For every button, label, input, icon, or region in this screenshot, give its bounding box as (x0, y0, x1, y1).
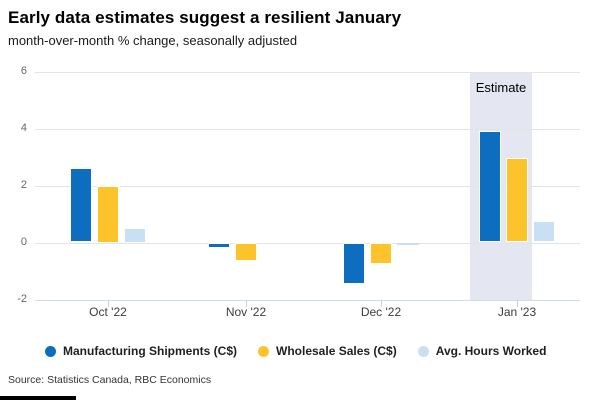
legend-item-avg-hours-worked[interactable]: Avg. Hours Worked (417, 344, 547, 358)
y-axis-tick-label: 6 (20, 65, 27, 77)
x-axis-tick (108, 299, 109, 307)
legend-label: Manufacturing Shipments (C$) (63, 344, 238, 358)
legend-swatch-icon (417, 345, 429, 357)
y-axis-tick-label: -2 (17, 293, 27, 305)
source-note: Source: Statistics Canada, RBC Economics (8, 374, 212, 386)
x-axis-category-label: Jan '23 (497, 305, 537, 319)
bar-manufacturing-shipments-c-4[interactable] (479, 131, 501, 243)
legend-swatch-icon (258, 345, 270, 357)
x-axis-category-label: Nov '22 (225, 305, 267, 319)
chart-legend: Manufacturing Shipments (C$) Wholesale Sa… (45, 340, 546, 362)
y-axis-tick-label: 4 (20, 122, 27, 134)
legend-swatch-icon (45, 345, 56, 357)
x-axis-category-label: Dec '22 (360, 305, 402, 319)
gridline (35, 242, 580, 244)
y-axis-tick-label: 0 (20, 236, 27, 248)
legend-label: Wholesale Sales (C$) (276, 344, 397, 358)
bar-manufacturing-shipments-c-2[interactable] (208, 242, 230, 249)
x-axis-tick (517, 299, 518, 307)
bar-manufacturing-shipments-c-1[interactable] (70, 168, 92, 243)
bar-wholesale-sales-c-4[interactable] (506, 158, 528, 243)
bar-avg-hours-worked-4[interactable] (533, 221, 555, 243)
brand-bar (0, 396, 76, 400)
x-axis-category-label: Oct '22 (89, 305, 127, 319)
estimate-annotation-label: Estimate (475, 80, 527, 95)
gridline (35, 128, 580, 130)
bar-avg-hours-worked-3[interactable] (397, 242, 419, 246)
legend-item-manufacturing-shipments-c[interactable]: Manufacturing Shipments (C$) (45, 344, 237, 358)
page-title: Early data estimates suggest a resilient… (8, 8, 402, 27)
x-axis-line (35, 299, 580, 301)
bar-manufacturing-shipments-c-3[interactable] (343, 242, 365, 284)
legend-item-wholesale-sales-c[interactable]: Wholesale Sales (C$) (258, 344, 397, 358)
bar-avg-hours-worked-1[interactable] (124, 228, 146, 243)
bar-wholesale-sales-c-3[interactable] (370, 242, 392, 264)
y-axis-tick-label: 2 (20, 179, 27, 191)
legend-label: Avg. Hours Worked (435, 344, 547, 358)
bar-wholesale-sales-c-2[interactable] (235, 242, 257, 261)
gridline (35, 71, 580, 73)
bar-wholesale-sales-c-1[interactable] (97, 185, 119, 243)
x-axis-tick (381, 299, 382, 307)
x-axis-tick (246, 299, 247, 307)
gridline (35, 185, 580, 187)
page-subtitle: month-over-month % change, seasonally ad… (8, 33, 298, 48)
